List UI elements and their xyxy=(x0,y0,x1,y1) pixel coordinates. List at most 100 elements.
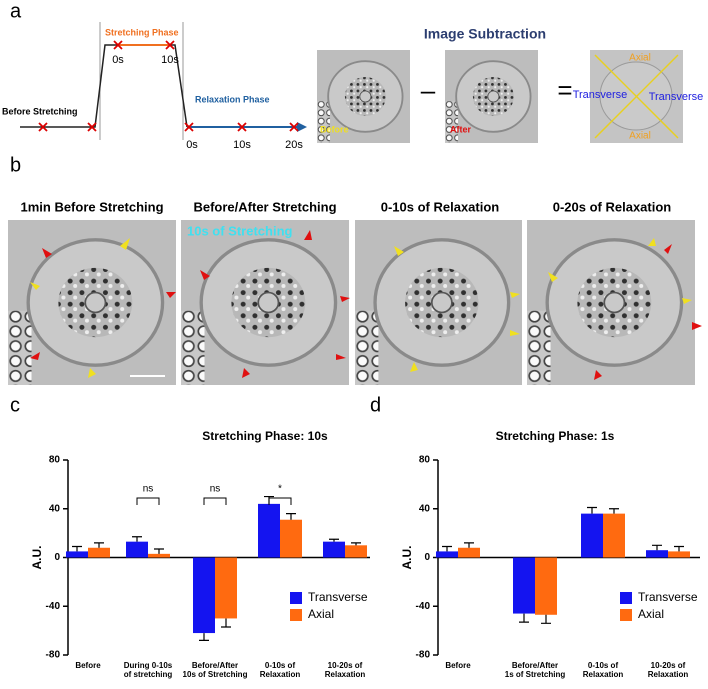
error-bar xyxy=(541,614,551,624)
bar xyxy=(148,553,170,558)
legend-swatch xyxy=(620,592,632,604)
image xyxy=(525,218,697,387)
legend-label: Transverse xyxy=(638,590,698,604)
timeline xyxy=(20,22,307,140)
image-title: 0-20s of Relaxation xyxy=(553,199,672,214)
bar xyxy=(323,541,345,558)
y-tick-label: -80 xyxy=(416,650,431,661)
legend-label: Axial xyxy=(308,607,334,621)
y-tick-label: -40 xyxy=(416,601,431,612)
image xyxy=(353,218,524,387)
y-tick-label: -80 xyxy=(46,650,61,661)
x-tick-label: Before xyxy=(445,661,471,670)
error-bar xyxy=(587,506,597,514)
bar xyxy=(280,519,302,558)
timeline-label: Before Stretching xyxy=(2,106,78,116)
bar xyxy=(193,557,215,634)
significance-bracket xyxy=(268,497,292,505)
arrowheads xyxy=(30,230,702,380)
significance-bracket xyxy=(136,497,160,505)
bar xyxy=(581,513,603,558)
significance-bracket xyxy=(203,497,227,505)
chart-title: Stretching Phase: 10s xyxy=(202,429,328,443)
image-title: 0-10s of Relaxation xyxy=(381,199,500,214)
error-bar xyxy=(221,618,231,628)
x-tick-label: 0-10s of Relaxation xyxy=(583,661,624,679)
y-tick-label: -40 xyxy=(46,601,61,612)
x-tick-label: Before/After 1s of Stretching xyxy=(505,661,566,679)
y-tick-label: 80 xyxy=(49,455,61,466)
image-label: Transverse xyxy=(573,89,628,101)
error-bar xyxy=(464,542,474,548)
bar xyxy=(535,557,557,615)
error-bar xyxy=(674,545,684,552)
chart-title: Stretching Phase: 1s xyxy=(496,429,615,443)
error-bar xyxy=(609,508,619,514)
bar xyxy=(458,547,480,558)
bar xyxy=(513,557,535,614)
x-tick-label: Before/After 10s of Stretching xyxy=(183,661,248,679)
time-tick: 10s xyxy=(233,139,251,151)
image xyxy=(590,50,683,143)
error-bar xyxy=(652,544,662,551)
bar xyxy=(126,541,148,558)
bar xyxy=(88,547,110,558)
panel-label: d xyxy=(370,394,381,416)
x-tick-label: 0-10s of Relaxation xyxy=(260,661,301,679)
legend-label: Transverse xyxy=(308,590,368,604)
x-tick-label: 10-20s of Relaxation xyxy=(325,661,366,679)
image-label: Axial xyxy=(629,131,651,142)
y-tick-label: 40 xyxy=(419,503,431,514)
error-bar xyxy=(154,548,164,554)
panel-label: a xyxy=(10,0,22,22)
subtraction-title: Image Subtraction xyxy=(424,26,546,42)
image-title: Before/After Stretching xyxy=(193,199,336,214)
y-tick-label: 80 xyxy=(419,455,431,466)
error-bar xyxy=(286,513,296,520)
time-tick: 20s xyxy=(285,139,303,151)
y-tick-label: 40 xyxy=(49,503,61,514)
panel-label: c xyxy=(10,394,20,416)
panel-label: b xyxy=(10,154,21,176)
legend-swatch xyxy=(290,592,302,604)
time-tick: 0s xyxy=(186,139,198,151)
operator: = xyxy=(557,75,572,105)
image-overlay: 10s of Stretching xyxy=(187,223,293,238)
y-axis-label: A.U. xyxy=(30,546,44,570)
bar xyxy=(603,513,625,558)
operator: – xyxy=(421,75,436,105)
error-bar xyxy=(132,536,142,542)
image-label: Transverse xyxy=(649,91,704,103)
bar xyxy=(66,551,88,558)
time-tick: 10s xyxy=(161,54,179,66)
y-tick-label: 0 xyxy=(54,552,60,563)
error-bar xyxy=(351,542,361,546)
image xyxy=(6,218,178,387)
image-title: 1min Before Stretching xyxy=(20,199,163,214)
error-bar xyxy=(329,538,339,542)
bar xyxy=(646,550,668,558)
bar xyxy=(436,551,458,558)
bar xyxy=(215,557,237,619)
significance-label: ns xyxy=(143,484,154,495)
error-bar xyxy=(72,545,82,552)
error-bar xyxy=(199,633,209,641)
image-label: Axial xyxy=(629,53,651,64)
legend-swatch xyxy=(290,609,302,621)
legend-swatch xyxy=(620,609,632,621)
error-bar xyxy=(519,613,529,623)
error-bar xyxy=(94,542,104,548)
image xyxy=(179,218,351,387)
significance-label: * xyxy=(278,484,282,495)
error-bar xyxy=(442,545,452,552)
image-label: Before xyxy=(320,124,349,134)
bar xyxy=(258,503,280,558)
legend-label: Axial xyxy=(638,607,664,621)
x-tick-label: 10-20s of Relaxation xyxy=(648,661,689,679)
y-tick-label: 0 xyxy=(424,552,430,563)
image-label: After xyxy=(450,124,471,134)
x-tick-label: Before xyxy=(75,661,101,670)
significance-label: ns xyxy=(210,484,221,495)
x-tick-label: During 0-10s of stretching xyxy=(124,661,173,679)
